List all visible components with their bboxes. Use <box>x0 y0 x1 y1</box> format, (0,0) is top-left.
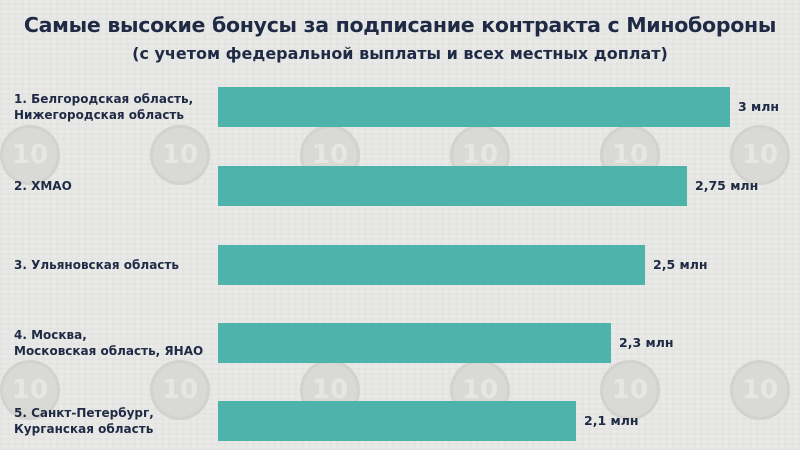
bar <box>218 323 611 363</box>
category-label-line: Курганская область <box>14 422 154 436</box>
bar-row: 4. Москва, Московская область, ЯНАО 2,3 мл… <box>0 323 800 363</box>
category-label: 5. Санкт-Петербург, Курганская область <box>14 401 214 441</box>
bar <box>218 166 687 206</box>
category-label-line: 1. Белгородская область, <box>14 92 194 106</box>
chart-title: Самые высокие бонусы за подписание контр… <box>23 13 777 37</box>
category-label-line: 2. ХМАО <box>14 179 72 193</box>
value-label: 2,3 млн <box>619 335 674 350</box>
category-label: 2. ХМАО <box>14 166 214 206</box>
category-label-line: 5. Санкт-Петербург, <box>14 406 154 420</box>
category-label: 3. Ульяновская область <box>14 245 214 285</box>
value-label: 2,5 млн <box>653 257 708 272</box>
watermark-logo: 10 <box>0 125 60 185</box>
chart-subtitle: (с учетом федеральной выплаты и всех мес… <box>132 44 668 63</box>
bar <box>218 401 576 441</box>
watermark-logo: 10 <box>150 360 210 420</box>
value-label: 3 млн <box>738 99 780 114</box>
category-label: 4. Москва, Московская область, ЯНАО <box>14 323 214 363</box>
watermark-logo: 10 <box>600 360 660 420</box>
category-label: 1. Белгородская область, Нижегородская об… <box>14 87 214 127</box>
value-label: 2,75 млн <box>695 178 759 193</box>
bar-row: 3. Ульяновская область 2,5 млн <box>0 245 800 285</box>
bar-row: 2. ХМАО 2,75 млн <box>0 166 800 206</box>
bar-row: 5. Санкт-Петербург, Курганская область 2,1… <box>0 401 800 441</box>
watermark-logo: 10 <box>0 360 60 420</box>
bar <box>218 245 645 285</box>
category-label-line: 4. Москва, <box>14 328 87 342</box>
watermark-logo: 10 <box>150 125 210 185</box>
category-label-line: Нижегородская область <box>14 108 184 122</box>
category-label-line: 3. Ульяновская область <box>14 258 179 272</box>
chart-header: Самые высокие бонусы за подписание контр… <box>0 10 800 66</box>
value-label: 2,1 млн <box>584 413 639 428</box>
bar <box>218 87 730 127</box>
category-label-line: Московская область, ЯНАО <box>14 344 204 358</box>
watermark-logo: 10 <box>730 125 790 185</box>
watermark-logo: 10 <box>730 360 790 420</box>
bar-row: 1. Белгородская область, Нижегородская об… <box>0 87 800 127</box>
